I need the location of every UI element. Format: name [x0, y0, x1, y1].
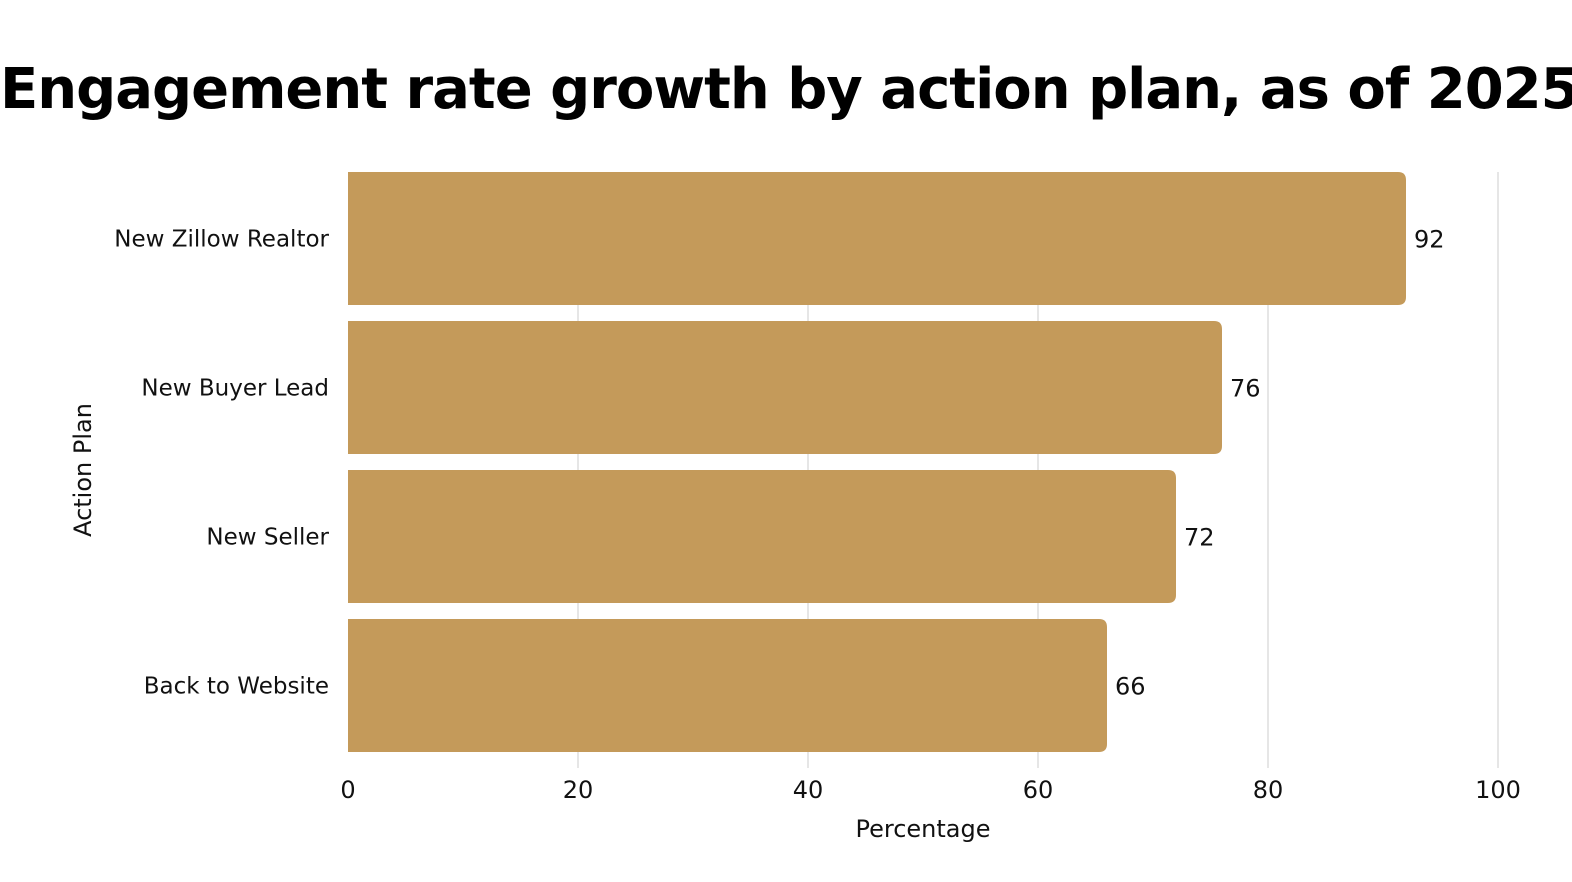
x-axis-title: Percentage [855, 815, 990, 843]
value-label-2: 72 [1184, 524, 1215, 552]
x-tick-label-80: 80 [1253, 776, 1284, 804]
category-label-2: New Seller [206, 525, 329, 551]
bars [348, 172, 1406, 752]
category-labels: New Zillow Realtor New Buyer Lead New Sell… [114, 227, 329, 700]
value-label-0: 92 [1414, 226, 1445, 254]
category-label-0: New Zillow Realtor [114, 227, 329, 253]
chart-title: Engagement rate growth by action plan, a… [0, 57, 1572, 122]
x-tick-labels: 0 20 40 60 80 100 [340, 776, 1521, 804]
bar-0 [348, 172, 1406, 305]
bar-1 [348, 321, 1222, 454]
x-tick-label-40: 40 [793, 776, 824, 804]
category-label-3: Back to Website [144, 674, 329, 700]
bar-2 [348, 470, 1176, 603]
x-tick-label-0: 0 [340, 776, 355, 804]
x-tick-label-20: 20 [563, 776, 594, 804]
bar-3 [348, 619, 1107, 752]
x-tick-label-60: 60 [1023, 776, 1054, 804]
value-labels: 92 76 72 66 [1115, 226, 1445, 701]
y-axis-title: Action Plan [69, 403, 97, 537]
category-label-1: New Buyer Lead [141, 376, 329, 402]
x-tick-label-100: 100 [1475, 776, 1521, 804]
value-label-3: 66 [1115, 673, 1146, 701]
value-label-1: 76 [1230, 375, 1261, 403]
